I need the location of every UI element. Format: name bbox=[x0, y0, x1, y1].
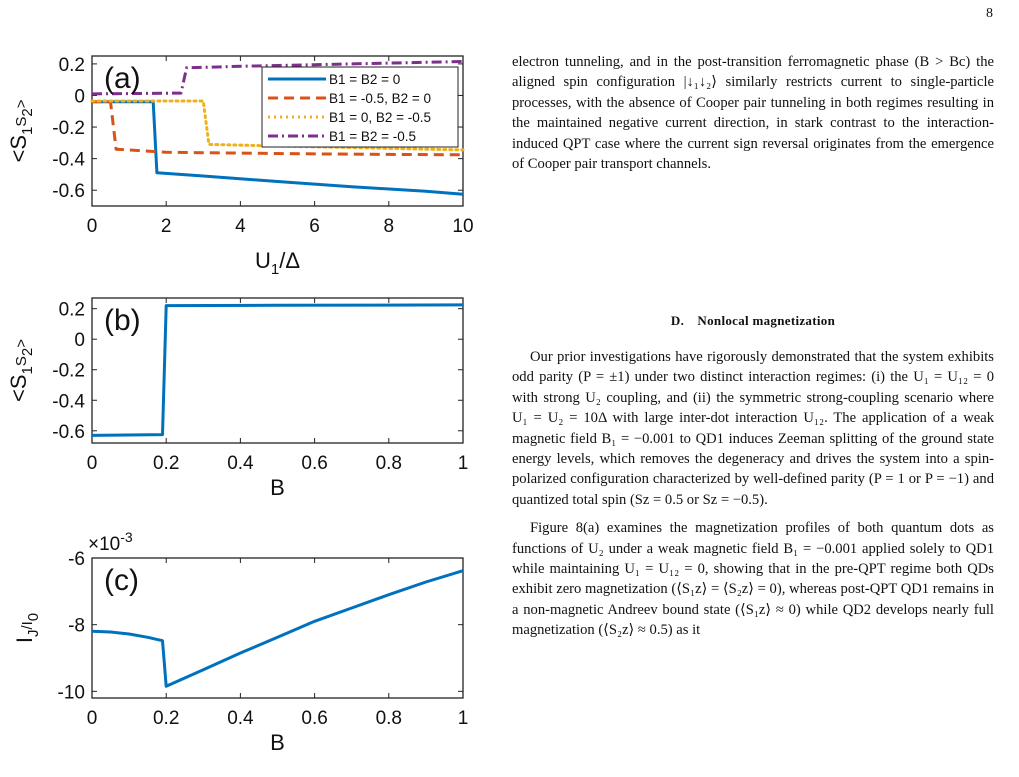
x-tick-label: 0.6 bbox=[301, 453, 327, 474]
x-tick-label: 0.8 bbox=[376, 708, 402, 729]
panel-label: (c) bbox=[104, 564, 139, 597]
y-tick-label: 0.2 bbox=[59, 55, 85, 76]
y-axis-label: <S1S2> bbox=[6, 99, 36, 162]
x-tick-label: 8 bbox=[384, 216, 395, 237]
x-tick-label: 4 bbox=[235, 216, 246, 237]
y-tick-label: -0.6 bbox=[52, 422, 85, 443]
text-column-top: electron tunneling, and in the post-tran… bbox=[512, 52, 994, 180]
x-tick-label: 0 bbox=[87, 708, 98, 729]
y-axis-label: <S1S2> bbox=[6, 339, 36, 402]
x-tick-label: 1 bbox=[458, 708, 469, 729]
figure-8: 0 2 4 6 8 10 0.2 0 -0.2 -0.4 -0.6 U1/Δ <S1S2> (a) B1 =… bbox=[0, 0, 490, 777]
x-tick-label: 0 bbox=[87, 216, 98, 237]
x-tick-label: 0 bbox=[87, 453, 98, 474]
paragraph-bottom-0: Our prior investigations have rigorously… bbox=[512, 349, 994, 508]
y-axis-label: IJ/I0 bbox=[12, 613, 42, 643]
y-scale-label: ×10-3 bbox=[88, 529, 133, 555]
y-tick-label: -0.2 bbox=[52, 118, 85, 139]
y-tick-label: -10 bbox=[58, 682, 85, 703]
series-line-0-1 bbox=[92, 100, 464, 157]
y-tick-label: 0 bbox=[74, 86, 85, 107]
y-tick-label: -0.4 bbox=[52, 150, 85, 171]
x-axis-label: B bbox=[270, 730, 285, 755]
x-tick-label: 0.2 bbox=[153, 708, 179, 729]
series-line-0-3 bbox=[91, 60, 464, 96]
panel-label: (a) bbox=[104, 62, 141, 95]
x-tick-label: 0.6 bbox=[301, 708, 327, 729]
x-tick-label: 6 bbox=[309, 216, 320, 237]
y-tick-label: 0 bbox=[74, 330, 85, 351]
paragraph-bottom-1: Figure 8(a) examines the magnetization p… bbox=[512, 520, 994, 639]
page-number: 8 bbox=[986, 6, 993, 21]
x-axis-label: U1/Δ bbox=[255, 248, 300, 278]
x-tick-label: 0.4 bbox=[227, 453, 254, 474]
y-tick-label: -8 bbox=[68, 616, 85, 637]
x-tick-label: 0.2 bbox=[153, 453, 179, 474]
panel-label: (b) bbox=[104, 304, 141, 337]
plot-frame-1 bbox=[91, 297, 464, 444]
x-tick-label: 0.8 bbox=[376, 453, 402, 474]
legend-entry-1: B1 = -0.5, B2 = 0 bbox=[329, 91, 431, 106]
plot-frame-2 bbox=[91, 557, 464, 699]
legend-entry-0: B1 = B2 = 0 bbox=[329, 72, 400, 87]
x-tick-label: 1 bbox=[458, 453, 469, 474]
paragraph-top-0: electron tunneling, and in the post-tran… bbox=[512, 54, 994, 173]
y-tick-label: 0.2 bbox=[59, 300, 85, 321]
legend-entry-3: B1 = B2 = -0.5 bbox=[329, 129, 416, 144]
x-tick-label: 0.4 bbox=[227, 708, 254, 729]
y-tick-label: -0.4 bbox=[52, 391, 85, 412]
legend-entry-2: B1 = 0, B2 = -0.5 bbox=[329, 110, 431, 125]
series-line-0-0 bbox=[92, 100, 464, 196]
section-heading: D. Nonlocal magnetization bbox=[670, 313, 836, 328]
x-axis-label: B bbox=[270, 475, 285, 500]
text-column-bottom: Our prior investigations have rigorously… bbox=[512, 347, 994, 649]
plot-frame-0 bbox=[91, 55, 464, 207]
y-tick-label: -0.2 bbox=[52, 361, 85, 382]
x-tick-label: 10 bbox=[452, 216, 473, 237]
y-tick-label: -0.6 bbox=[52, 181, 85, 202]
series-line-2-0 bbox=[91, 569, 464, 688]
x-tick-label: 2 bbox=[161, 216, 172, 237]
series-line-1-0 bbox=[91, 303, 464, 437]
y-tick-label: -6 bbox=[68, 549, 85, 570]
figure-8-svg: 0 2 4 6 8 100.20-0.2-0.4-0.6U1/Δ<S1S2>(a) B1 =… bbox=[6, 55, 474, 755]
